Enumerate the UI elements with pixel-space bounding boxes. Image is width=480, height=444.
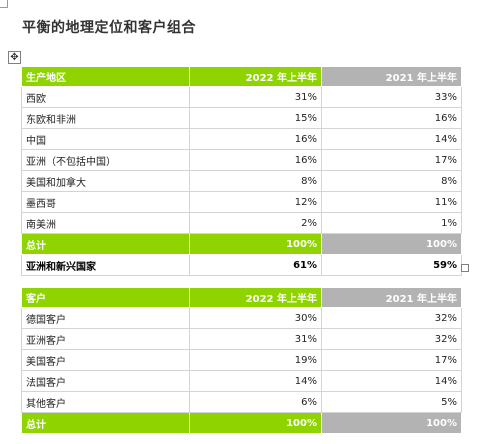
value-2021: 14%: [321, 128, 462, 150]
emerging-2022: 61%: [189, 254, 322, 276]
value-2022: 30%: [189, 307, 322, 329]
table-row: 中国 16% 14%: [21, 128, 462, 150]
header-2021h1: 2021 年上半年: [321, 287, 462, 308]
value-2021: 32%: [321, 328, 462, 350]
value-2022: 8%: [189, 170, 322, 192]
total-2021: 100%: [321, 412, 462, 434]
table-row: 亚洲客户 31% 32%: [21, 328, 462, 350]
document-corner-mark: [0, 0, 8, 8]
header-region: 生产地区: [21, 66, 190, 87]
table-row: 美国和加拿大 8% 8%: [21, 170, 462, 192]
region-label: 美国和加拿大: [21, 170, 190, 192]
value-2021: 11%: [321, 191, 462, 213]
value-2022: 14%: [189, 370, 322, 392]
table-row: 法国客户 14% 14%: [21, 370, 462, 392]
value-2022: 31%: [189, 86, 322, 108]
table-row: 德国客户 30% 32%: [21, 307, 462, 329]
value-2022: 16%: [189, 149, 322, 171]
value-2021: 16%: [321, 107, 462, 129]
customer-label: 美国客户: [21, 349, 190, 371]
table-row: 亚洲（不包括中国） 16% 17%: [21, 149, 462, 171]
value-2022: 15%: [189, 107, 322, 129]
emerging-2021: 59%: [321, 254, 462, 276]
customer-table: 客户 2022 年上半年 2021 年上半年 德国客户 30% 32% 亚洲客户…: [21, 287, 462, 434]
region-label: 西欧: [21, 86, 190, 108]
table-row: 南美洲 2% 1%: [21, 212, 462, 234]
total-2021: 100%: [321, 233, 462, 255]
page-title: 平衡的地理定位和客户组合: [22, 20, 196, 36]
value-2022: 31%: [189, 328, 322, 350]
production-region-table: 生产地区 2022 年上半年 2021 年上半年 西欧 31% 33% 东欧和非…: [21, 66, 462, 276]
customer-label: 其他客户: [21, 391, 190, 413]
table-row: 西欧 31% 33%: [21, 86, 462, 108]
customer-label: 亚洲客户: [21, 328, 190, 350]
table-header-row: 客户 2022 年上半年 2021 年上半年: [21, 287, 462, 308]
value-2021: 8%: [321, 170, 462, 192]
total-row: 总计 100% 100%: [21, 233, 462, 255]
region-label: 墨西哥: [21, 191, 190, 213]
total-row: 总计 100% 100%: [21, 412, 462, 434]
value-2021: 17%: [321, 149, 462, 171]
region-label: 东欧和非洲: [21, 107, 190, 129]
table-row: 墨西哥 12% 11%: [21, 191, 462, 213]
table-row: 东欧和非洲 15% 16%: [21, 107, 462, 129]
customer-label: 法国客户: [21, 370, 190, 392]
header-customer: 客户: [21, 287, 190, 308]
value-2021: 5%: [321, 391, 462, 413]
header-2022h1: 2022 年上半年: [189, 287, 322, 308]
value-2021: 33%: [321, 86, 462, 108]
region-label: 中国: [21, 128, 190, 150]
value-2022: 6%: [189, 391, 322, 413]
value-2022: 2%: [189, 212, 322, 234]
value-2021: 14%: [321, 370, 462, 392]
value-2021: 1%: [321, 212, 462, 234]
value-2022: 12%: [189, 191, 322, 213]
table-resize-handle[interactable]: [461, 264, 469, 272]
header-2022h1: 2022 年上半年: [189, 66, 322, 87]
customer-label: 德国客户: [21, 307, 190, 329]
table-move-handle-icon[interactable]: ✥: [8, 51, 21, 64]
total-2022: 100%: [189, 412, 322, 434]
total-label: 总计: [21, 412, 190, 434]
value-2022: 19%: [189, 349, 322, 371]
table-row: 其他客户 6% 5%: [21, 391, 462, 413]
table-header-row: 生产地区 2022 年上半年 2021 年上半年: [21, 66, 462, 87]
value-2021: 32%: [321, 307, 462, 329]
total-2022: 100%: [189, 233, 322, 255]
region-label: 南美洲: [21, 212, 190, 234]
value-2021: 17%: [321, 349, 462, 371]
emerging-label: 亚洲和新兴国家: [21, 254, 190, 276]
region-label: 亚洲（不包括中国）: [21, 149, 190, 171]
emerging-markets-row: 亚洲和新兴国家 61% 59%: [21, 254, 462, 276]
value-2022: 16%: [189, 128, 322, 150]
total-label: 总计: [21, 233, 190, 255]
header-2021h1: 2021 年上半年: [321, 66, 462, 87]
table-row: 美国客户 19% 17%: [21, 349, 462, 371]
